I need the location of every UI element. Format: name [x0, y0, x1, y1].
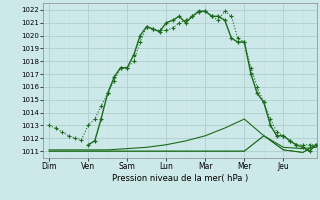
- X-axis label: Pression niveau de la mer( hPa ): Pression niveau de la mer( hPa ): [112, 174, 248, 183]
